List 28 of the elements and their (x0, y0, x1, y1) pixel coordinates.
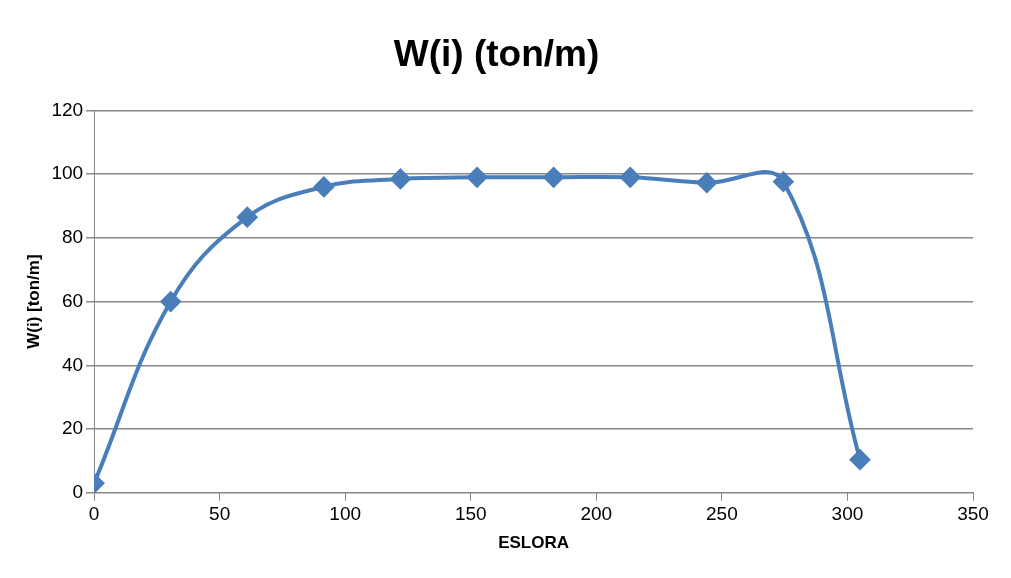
point (696, 172, 717, 193)
y-tick-label: 40 (61, 353, 84, 375)
point (773, 171, 794, 192)
x-tick-label: 350 (957, 503, 989, 525)
point (160, 291, 181, 312)
x-axis-title: ESLORA (498, 533, 569, 553)
y-tick-label: 120 (51, 98, 84, 120)
x-tick-label: 300 (831, 503, 864, 525)
y-tick-label: 0 (72, 481, 84, 503)
point (850, 449, 870, 470)
point (390, 168, 411, 189)
chart-title: W(i) (ton/m) (393, 33, 600, 75)
y-tick-label: 60 (61, 289, 84, 311)
x-tick-label: 0 (88, 503, 100, 525)
point (543, 167, 564, 188)
point (237, 207, 258, 228)
y-axis-title: W(i) [ton/m] (23, 254, 43, 349)
point (620, 167, 641, 188)
x-tick-label: 100 (329, 503, 362, 525)
x-tick-label: 150 (454, 503, 487, 525)
x-tick-label: 50 (209, 503, 231, 525)
y-tick-label: 20 (61, 417, 84, 439)
y-tick-label: 80 (61, 226, 84, 248)
x-tick-label: 250 (706, 503, 738, 525)
y-tick-label: 100 (51, 162, 84, 184)
point (467, 167, 488, 188)
point (313, 176, 334, 197)
x-tick-label: 200 (580, 503, 613, 525)
